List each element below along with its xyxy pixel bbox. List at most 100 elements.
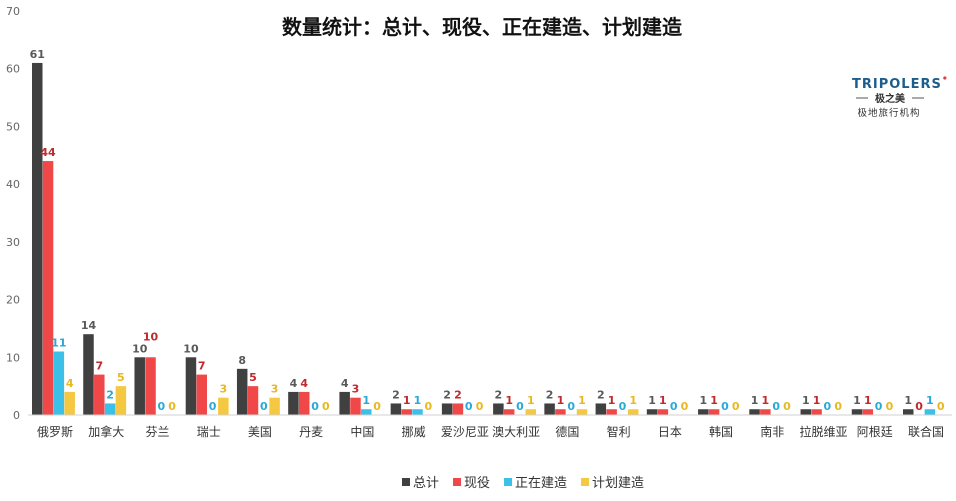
data-label: 0 [157, 400, 165, 413]
data-label: 2 [392, 388, 400, 401]
y-tick-label: 10 [6, 351, 20, 364]
data-label: 2 [495, 388, 503, 401]
bar [627, 409, 639, 415]
y-tick-label: 40 [6, 178, 20, 191]
bar [134, 357, 145, 415]
data-label: 1 [926, 394, 934, 407]
bar [64, 391, 75, 415]
bar [185, 357, 197, 415]
x-tick-label: 丹麦 [299, 425, 323, 439]
data-label: 0 [886, 400, 894, 413]
data-label: 0 [937, 400, 945, 413]
legend-swatch [581, 478, 590, 486]
x-tick-label: 中国 [350, 424, 374, 439]
data-label: 2 [597, 388, 605, 401]
bar [811, 409, 822, 415]
bar [924, 409, 936, 415]
data-label: 1 [864, 394, 872, 407]
logo-brand: TRIPOLERS [852, 77, 942, 92]
data-label: 0 [168, 400, 176, 413]
data-label: 61 [30, 48, 45, 61]
bar [83, 334, 94, 415]
data-label: 0 [465, 400, 473, 413]
data-label: 4 [300, 377, 308, 390]
legend-label: 现役 [464, 476, 490, 491]
bar [606, 409, 617, 415]
y-tick-label: 0 [13, 409, 20, 422]
data-label: 1 [362, 394, 370, 407]
tripolers-logo: TRIPOLERS 极之美 极地旅行机构 [852, 76, 947, 119]
data-label: 0 [516, 400, 524, 413]
data-label: 2 [443, 388, 451, 401]
bar [218, 397, 229, 415]
x-tick-label: 韩国 [709, 424, 733, 439]
bar [800, 409, 812, 415]
data-label: 0 [732, 400, 740, 413]
legend-label: 正在建造 [515, 476, 567, 491]
registered-mark-icon [943, 76, 947, 80]
bar [646, 409, 658, 415]
data-label: 0 [619, 400, 627, 413]
bar [595, 403, 607, 415]
data-label: 1 [853, 394, 861, 407]
data-label: 7 [198, 360, 206, 373]
bar [104, 403, 116, 415]
data-label: 1 [414, 394, 422, 407]
logo-cn: 极之美 [875, 92, 906, 105]
data-label: 7 [95, 360, 103, 373]
x-tick-label: 芬兰 [145, 425, 169, 439]
y-tick-label: 30 [6, 236, 20, 249]
data-label: 0 [772, 400, 780, 413]
bar [576, 409, 588, 415]
x-tick-label: 美国 [248, 425, 272, 439]
data-label: 4 [66, 377, 74, 390]
data-label: 0 [260, 400, 268, 413]
bar [544, 403, 555, 415]
bar [361, 409, 372, 415]
data-label: 0 [311, 400, 319, 413]
y-tick-label: 50 [6, 120, 20, 133]
bar [525, 409, 537, 415]
x-tick-label: 加拿大 [88, 424, 124, 439]
data-label: 0 [424, 400, 432, 413]
data-label: 5 [249, 371, 257, 384]
data-label: 44 [40, 146, 56, 159]
data-label: 1 [527, 394, 535, 407]
y-tick-label: 20 [6, 294, 20, 307]
legend-swatch [504, 478, 513, 486]
legend-swatch [402, 478, 410, 486]
x-tick-label: 爱沙尼亚 [441, 425, 489, 439]
data-label: 0 [875, 400, 883, 413]
data-label: 0 [681, 400, 689, 413]
legend: 总计 现役 正在建造 计划建造 [402, 476, 644, 491]
data-label: 1 [578, 394, 586, 407]
data-label: 0 [476, 400, 484, 413]
data-label: 0 [834, 400, 842, 413]
data-label: 10 [143, 330, 159, 343]
bar [339, 391, 350, 415]
bar [698, 409, 709, 415]
x-tick-label: 瑞士 [197, 425, 221, 439]
y-tick-label: 60 [6, 63, 20, 76]
bar [555, 409, 566, 415]
data-label: 1 [813, 394, 821, 407]
data-label: 3 [352, 383, 360, 396]
bar [247, 386, 259, 415]
bar [708, 409, 720, 415]
data-label: 0 [824, 400, 832, 413]
bar [350, 397, 361, 415]
x-tick-label: 阿根廷 [857, 425, 893, 439]
bar [390, 403, 402, 415]
data-label: 0 [670, 400, 678, 413]
bar [503, 409, 515, 415]
data-label: 8 [238, 354, 246, 367]
x-tick-label: 挪威 [402, 425, 426, 439]
data-label: 0 [209, 400, 217, 413]
data-label: 1 [762, 394, 770, 407]
data-label: 1 [710, 394, 718, 407]
bar [657, 409, 669, 415]
x-tick-label: 澳大利亚 [492, 425, 540, 439]
data-label: 5 [117, 371, 125, 384]
x-tick-label: 南非 [760, 424, 784, 439]
